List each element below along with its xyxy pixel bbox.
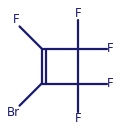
Text: F: F: [75, 7, 81, 20]
Text: F: F: [107, 42, 113, 55]
Text: F: F: [107, 77, 113, 90]
Text: Br: Br: [6, 106, 20, 119]
Text: F: F: [75, 112, 81, 125]
Text: F: F: [13, 13, 20, 26]
